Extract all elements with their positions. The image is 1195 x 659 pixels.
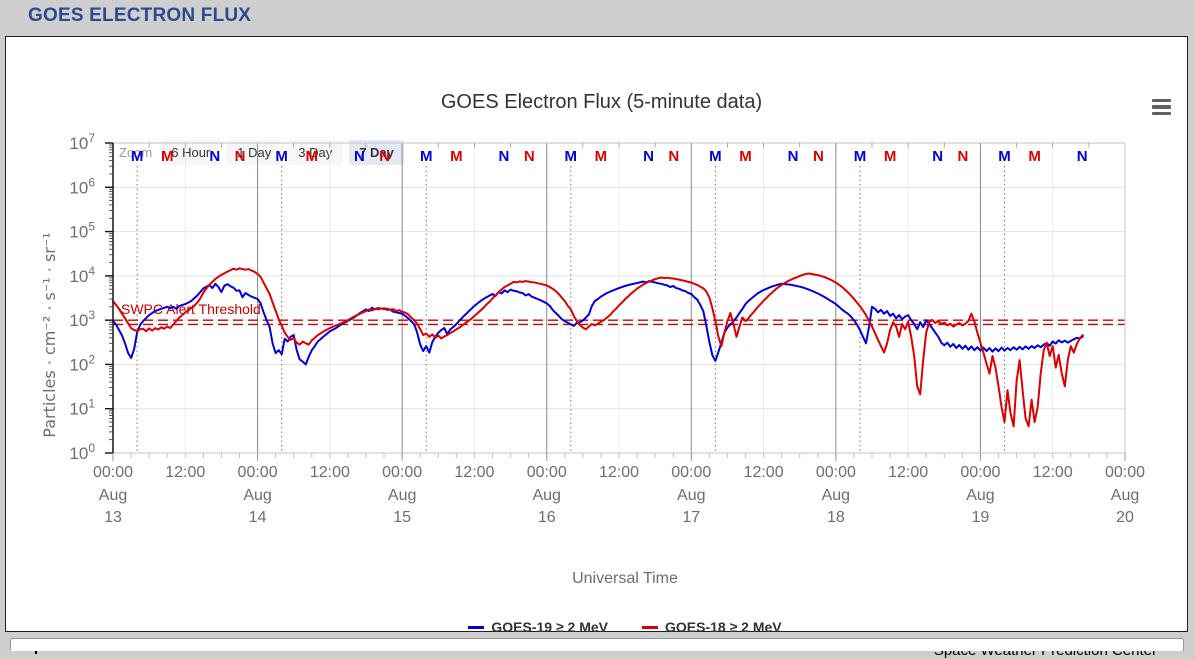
hamburger-icon <box>1152 111 1171 116</box>
goes-19-line-swatch <box>468 625 485 629</box>
legend-label-goes-18: GOES-18 ≥ 2 MeV <box>665 619 782 635</box>
chart-panel: GOES Electron Flux (5-minute data) Zoom … <box>5 36 1188 659</box>
chart-title: GOES Electron Flux (5-minute data) <box>440 91 763 113</box>
page-title: GOES ELECTRON FLUX <box>28 5 252 26</box>
legend-item-goes-19[interactable]: GOES-19 ≥ 2 MeV <box>468 619 608 635</box>
goes-18-line-swatch <box>642 625 658 629</box>
y-axis-title: Particles · cm⁻² · s⁻¹ · sr⁻¹ <box>40 232 59 438</box>
range-button-1day[interactable]: 1 Day <box>227 140 282 165</box>
chart-export-menu-button[interactable] <box>1148 96 1176 118</box>
legend-label-goes-19: GOES-19 ≥ 2 MeV <box>491 619 608 635</box>
zoom-label: Zoom <box>119 145 153 160</box>
next-panel-edge <box>10 638 1184 651</box>
range-selector-toolbar: Zoom 6 Hour 1 Day 3 Day 7 Day <box>119 140 404 165</box>
range-button-3day[interactable]: 3 Day <box>288 140 343 165</box>
range-button-6hour[interactable]: 6 Hour <box>161 140 221 165</box>
x-axis-title: Universal Time <box>572 570 678 587</box>
range-button-7day[interactable]: 7 Day <box>349 140 404 165</box>
hamburger-icon <box>1152 105 1171 109</box>
legend-item-goes-18[interactable]: GOES-18 ≥ 2 MeV <box>642 619 782 635</box>
hamburger-icon <box>1152 98 1171 103</box>
chart-legend: GOES-19 ≥ 2 MeV GOES-18 ≥ 2 MeV <box>119 619 1131 635</box>
